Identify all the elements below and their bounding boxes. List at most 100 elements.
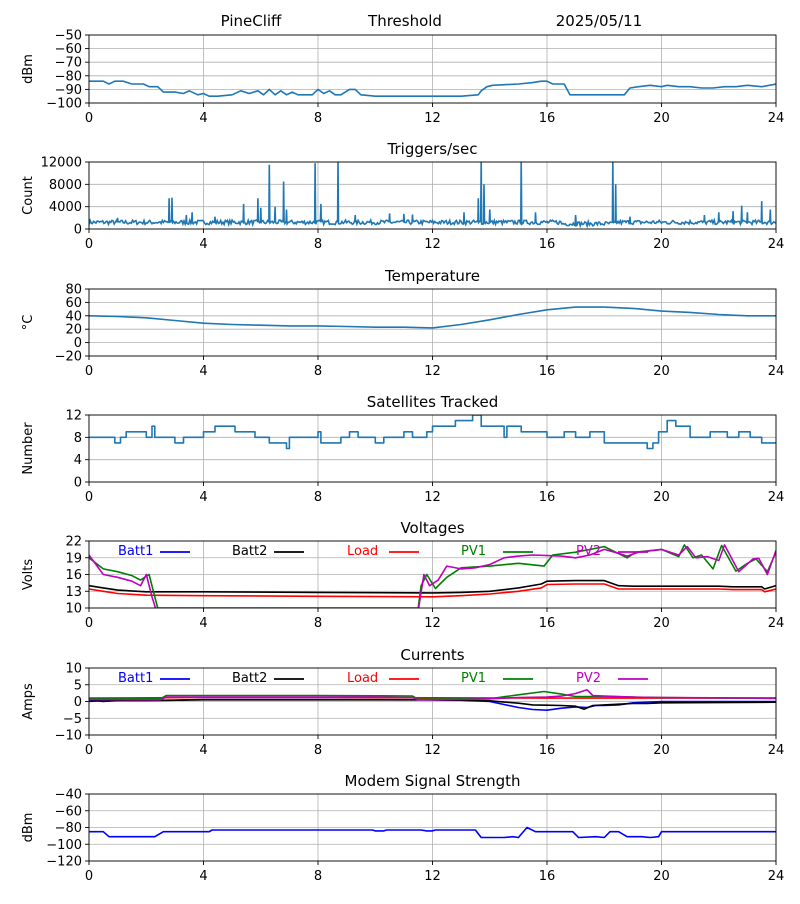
x-tick-label: 12 [424, 869, 441, 884]
series-line-pv2 [89, 544, 776, 608]
series-line-pv2 [89, 688, 776, 701]
y-axis-label: Volts [21, 559, 36, 591]
x-tick-label: 24 [768, 364, 785, 379]
legend-label: Batt1 [118, 671, 153, 686]
series-group [89, 306, 776, 329]
legend-label: Batt2 [232, 671, 267, 686]
series-line-load [89, 583, 776, 598]
x-tick-label: 12 [424, 743, 441, 758]
x-tick-label: 24 [768, 237, 785, 252]
y-axis-label: dBm [21, 813, 36, 843]
y-tick-label: 13 [65, 585, 82, 600]
series-line [89, 80, 776, 97]
chart-title: Currents [400, 646, 464, 664]
chart-title: Triggers/sec [387, 140, 478, 158]
x-tick-label: 4 [199, 490, 207, 505]
x-tick-label: 12 [424, 237, 441, 252]
panel-satellites: Satellites Tracked 0 4 8 12 16 20 24 0 4 8 12 Number [21, 393, 784, 505]
y-tick-label: 16 [65, 568, 82, 583]
series-group [89, 826, 776, 839]
panel-rssi: 0 4 8 12 16 20 24 −100−90−80−70−60−50 dBm [21, 29, 784, 127]
y-tick-label: 12 [65, 409, 82, 424]
x-tick-label: 8 [314, 364, 322, 379]
y-tick-label: −60 [55, 42, 82, 57]
x-tick-label: 16 [539, 364, 556, 379]
y-axis-label: °C [21, 315, 36, 331]
legend-label: Load [347, 671, 378, 686]
legend-label: Batt2 [232, 544, 267, 559]
legend-label: Batt1 [118, 544, 153, 559]
x-tick-label: 20 [653, 743, 670, 758]
series-line-batt2 [89, 579, 776, 594]
x-tick-label: 0 [85, 616, 93, 631]
x-tick-label: 8 [314, 490, 322, 505]
x-tick-label: 16 [539, 616, 556, 631]
y-tick-label: 40 [65, 309, 82, 324]
panel-triggers: Triggers/sec 0 4 8 12 16 20 24 0 4000 8000 12000 Cou… [21, 140, 784, 252]
y-tick-label: −40 [55, 788, 82, 803]
y-tick-label: −90 [55, 83, 82, 98]
x-tick-label: 4 [199, 237, 207, 252]
x-tick-label: 12 [424, 490, 441, 505]
y-tick-label: −50 [55, 29, 82, 44]
series-group [89, 162, 776, 229]
y-tick-label: 0 [74, 336, 82, 351]
y-tick-label: 8 [74, 431, 82, 446]
legend-label: PV2 [576, 544, 601, 559]
chart-title: Temperature [384, 267, 480, 285]
legend-label: Load [347, 544, 378, 559]
x-tick-label: 24 [768, 869, 785, 884]
y-tick-label: 19 [65, 551, 82, 566]
x-tick-label: 24 [768, 743, 785, 758]
x-tick-label: 4 [199, 364, 207, 379]
y-tick-label: 80 [65, 283, 82, 298]
series-line [89, 162, 776, 229]
y-axis-label: Number [21, 422, 36, 475]
x-tick-label: 24 [768, 111, 785, 126]
x-tick-label: 4 [199, 616, 207, 631]
y-axis-label: Count [21, 176, 36, 215]
x-tick-label: 0 [85, 237, 93, 252]
y-tick-label: −70 [55, 56, 82, 71]
header-date: 2025/05/11 [556, 12, 642, 30]
x-tick-label: 20 [653, 616, 670, 631]
panel-currents: Currents 0 4 8 12 16 20 24 −10 −5 0 510 Amps Batt1 Bat… [21, 646, 784, 758]
y-tick-label: −80 [55, 821, 82, 836]
x-tick-label: 20 [653, 364, 670, 379]
x-tick-label: 20 [653, 869, 670, 884]
x-tick-label: 12 [424, 111, 441, 126]
series-line [89, 306, 776, 329]
y-tick-label: 12000 [41, 156, 82, 171]
y-tick-label: 0 [74, 476, 82, 491]
x-tick-label: 0 [85, 111, 93, 126]
chart-title: Modem Signal Strength [345, 772, 521, 790]
x-tick-label: 8 [314, 111, 322, 126]
y-tick-label: 0 [74, 223, 82, 238]
y-tick-label: −5 [63, 712, 82, 727]
header-mode: Threshold [367, 12, 442, 30]
x-tick-label: 8 [314, 869, 322, 884]
legend-label: PV1 [461, 671, 486, 686]
y-tick-label: 0 [74, 695, 82, 710]
series-group [89, 544, 776, 608]
x-tick-label: 16 [539, 111, 556, 126]
y-tick-label: −10 [55, 729, 82, 744]
y-tick-label: 22 [65, 535, 82, 550]
x-tick-label: 24 [768, 490, 785, 505]
x-tick-label: 24 [768, 616, 785, 631]
x-tick-label: 20 [653, 237, 670, 252]
x-tick-label: 12 [424, 364, 441, 379]
x-tick-label: 8 [314, 237, 322, 252]
x-tick-label: 20 [653, 111, 670, 126]
x-tick-label: 4 [199, 869, 207, 884]
x-tick-label: 4 [199, 743, 207, 758]
panels: 0 4 8 12 16 20 24−100−90−80−70−60−50dBmTrigger… [21, 29, 784, 885]
x-tick-label: 16 [539, 869, 556, 884]
x-tick-label: 0 [85, 743, 93, 758]
panel-modem: Modem Signal Strength 0 4 8 12 16 20 24 −120 −100… [21, 772, 784, 884]
y-tick-label: 10 [65, 602, 82, 617]
y-axis-label: Amps [21, 683, 36, 720]
y-tick-label: −100 [46, 97, 82, 112]
x-tick-label: 16 [539, 743, 556, 758]
